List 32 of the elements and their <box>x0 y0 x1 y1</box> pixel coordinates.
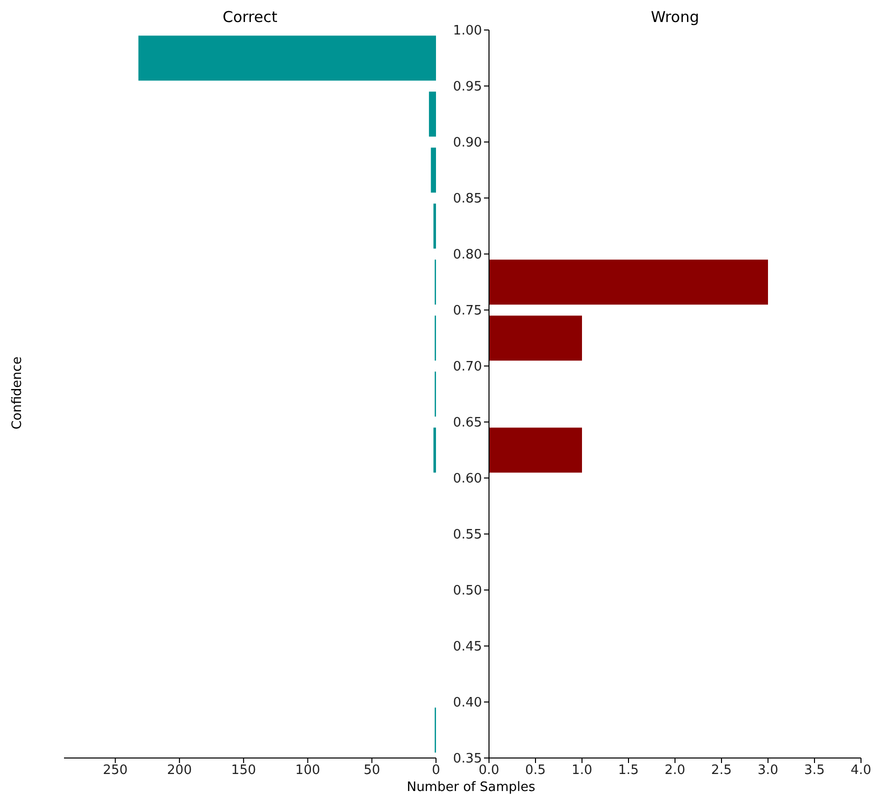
y-tick-label: 0.75 <box>453 304 482 319</box>
y-tick-label: 1.00 <box>453 24 482 39</box>
x-tick-label: 0.0 <box>478 763 500 778</box>
x-tick-label: 2.5 <box>711 763 732 778</box>
x-tick-label: 0.5 <box>525 763 546 778</box>
x-axis-title: Number of Samples <box>406 780 536 796</box>
x-tick-label: 3.0 <box>758 763 778 778</box>
y-tick-label: 0.50 <box>453 584 482 599</box>
y-tick-label: 0.40 <box>453 696 482 711</box>
y-tick-label: 0.85 <box>453 192 482 207</box>
x-tick-label: 3.5 <box>804 763 825 778</box>
x-tick-label: 200 <box>167 763 192 778</box>
chart-title: Wrong <box>650 8 700 26</box>
y-tick-label: 0.65 <box>453 416 482 431</box>
x-tick-label: 1.5 <box>618 763 639 778</box>
x-tick-label: 4.0 <box>850 763 872 778</box>
x-tick-label: 50 <box>364 763 380 778</box>
y-tick-label: 0.90 <box>453 136 482 151</box>
chart-title: Correct <box>222 8 278 26</box>
x-tick-label: 250 <box>102 763 128 778</box>
y-tick-label: 0.45 <box>453 640 482 655</box>
x-tick-label: 0 <box>432 763 440 778</box>
y-tick-label: 0.95 <box>453 80 482 95</box>
y-tick-label: 0.80 <box>453 248 482 263</box>
y-tick-label: 0.70 <box>453 360 482 375</box>
y-tick-label: 0.60 <box>453 472 482 487</box>
x-tick-label: 100 <box>295 763 320 778</box>
x-tick-label: 2.0 <box>664 763 686 778</box>
x-tick-label: 150 <box>231 763 256 778</box>
y-tick-label: 0.55 <box>453 528 482 543</box>
x-tick-label: 1.0 <box>572 763 592 778</box>
y-axis-title: Confidence <box>10 355 26 432</box>
